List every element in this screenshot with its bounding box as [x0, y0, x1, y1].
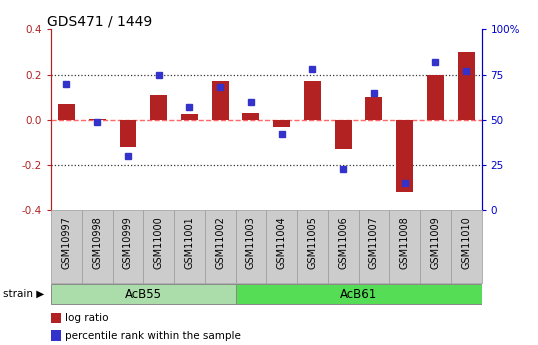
Text: GSM11001: GSM11001 [185, 216, 194, 269]
Bar [396, 120, 413, 192]
Text: GSM11008: GSM11008 [400, 216, 409, 269]
Bar [427, 75, 444, 120]
Bar [150, 95, 167, 120]
Bar [243, 113, 259, 120]
Text: AcB61: AcB61 [340, 288, 377, 300]
Text: GSM10997: GSM10997 [61, 216, 72, 269]
Text: GSM11003: GSM11003 [246, 216, 256, 269]
Bar [365, 97, 383, 120]
Bar [119, 120, 137, 147]
Bar [458, 52, 475, 120]
Bar [143, 210, 174, 283]
Bar [82, 210, 112, 283]
Text: percentile rank within the sample: percentile rank within the sample [65, 331, 241, 341]
Bar [89, 119, 105, 120]
Text: GDS471 / 1449: GDS471 / 1449 [47, 14, 152, 28]
Bar [51, 210, 82, 283]
Text: strain ▶: strain ▶ [3, 289, 44, 299]
Bar [212, 81, 229, 120]
Bar [451, 210, 482, 283]
Bar [174, 210, 205, 283]
Bar [304, 81, 321, 120]
Bar [51, 284, 236, 304]
Text: GSM11006: GSM11006 [338, 216, 348, 269]
Bar [58, 104, 75, 120]
Text: GSM11005: GSM11005 [307, 216, 317, 269]
Bar [328, 210, 358, 283]
Text: GSM11007: GSM11007 [369, 216, 379, 269]
Text: GSM11004: GSM11004 [277, 216, 287, 269]
Bar [335, 120, 352, 149]
Text: GSM11010: GSM11010 [461, 216, 471, 269]
Text: AcB55: AcB55 [125, 288, 162, 300]
Text: GSM11002: GSM11002 [215, 216, 225, 269]
Bar [112, 210, 143, 283]
Bar [236, 284, 482, 304]
Bar [390, 210, 420, 283]
Text: GSM11000: GSM11000 [154, 216, 164, 269]
Text: GSM11009: GSM11009 [430, 216, 441, 269]
Bar [273, 120, 290, 127]
Text: log ratio: log ratio [65, 313, 109, 323]
Text: GSM10998: GSM10998 [92, 216, 102, 269]
Text: GSM10999: GSM10999 [123, 216, 133, 269]
Bar [181, 114, 198, 120]
Bar [358, 210, 390, 283]
Bar [297, 210, 328, 283]
Bar [205, 210, 236, 283]
Bar [266, 210, 297, 283]
Bar [236, 210, 266, 283]
Bar [420, 210, 451, 283]
